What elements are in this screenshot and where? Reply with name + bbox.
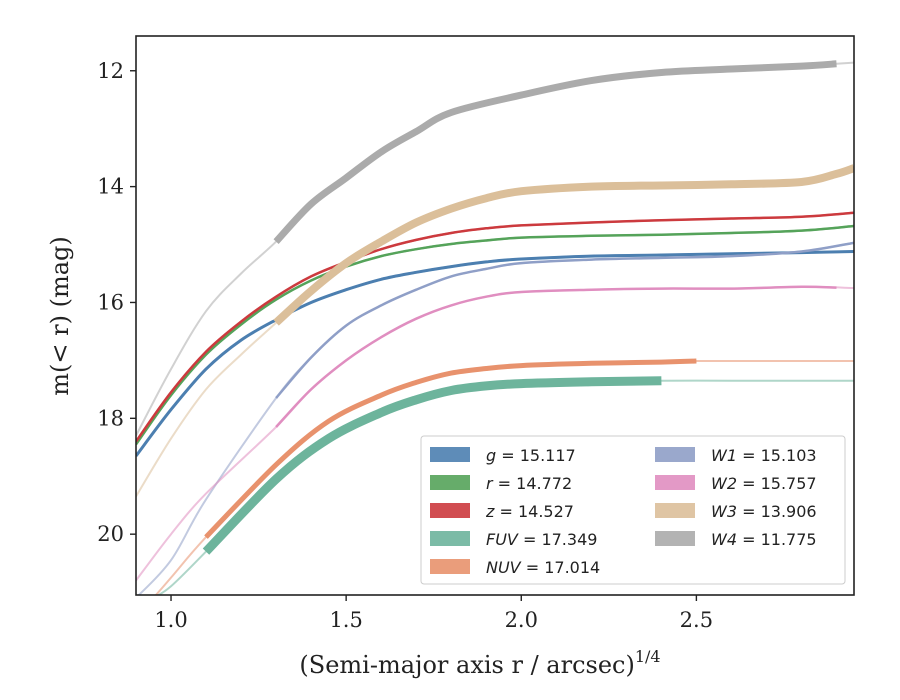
legend-symbol: W4 (711, 530, 737, 549)
series-line (136, 224, 854, 446)
series-line (275, 241, 854, 399)
series-fuv (156, 376, 854, 595)
legend-label-w1: W1 = 15.103 (711, 446, 817, 465)
legend-swatch-w2 (655, 475, 695, 490)
x-tick-label: 1.5 (329, 608, 362, 632)
legend-label-w2: W2 = 15.757 (711, 474, 817, 493)
legend-value: = 14.772 (493, 474, 573, 493)
x-axis-label-exponent: 1/4 (635, 647, 661, 666)
series-g (136, 250, 854, 457)
y-axis-label: m(< r) (mag) (46, 236, 74, 395)
x-tick-label: 1.0 (154, 608, 187, 632)
series-layer (136, 60, 854, 595)
y-tick-label: 16 (97, 290, 124, 314)
legend-swatch-z (430, 503, 470, 518)
y-tick-label: 18 (97, 406, 124, 430)
series-w4 (136, 60, 854, 437)
y-tick-label: 20 (97, 522, 124, 546)
legend-symbol: W1 (711, 446, 737, 465)
legend-value: = 11.775 (737, 530, 817, 549)
legend-symbol: NUV (486, 558, 522, 577)
legend-symbol: z (485, 502, 495, 521)
series-w1 (137, 241, 854, 595)
legend-value: = 17.014 (521, 558, 601, 577)
legend-value: = 15.757 (737, 474, 817, 493)
x-tick-label: 2.0 (505, 608, 538, 632)
legend-symbol: W2 (711, 474, 737, 493)
series-line (273, 60, 837, 244)
legend-label-z: z = 14.527 (485, 502, 574, 521)
legend-swatch-w1 (655, 447, 695, 462)
legend-box (420, 435, 846, 585)
legend-swatch-nuv (430, 559, 470, 574)
legend-symbol: FUV (486, 530, 519, 549)
legend-label-nuv: NUV = 17.014 (486, 558, 600, 577)
x-axis: 1.0 1.5 2.0 2.5 (154, 595, 713, 632)
series-line (273, 164, 854, 326)
series-r (136, 224, 854, 446)
y-axis: 12 14 16 18 20 (97, 59, 136, 546)
legend-symbol: g (486, 446, 496, 465)
series-line (136, 250, 854, 457)
plot-frame (135, 35, 855, 596)
legend-label-w4: W4 = 11.775 (711, 530, 817, 549)
legend-swatch-fuv (430, 531, 470, 546)
series-w3 (136, 164, 854, 498)
legend-value: = 15.117 (496, 446, 576, 465)
legend-label-fuv: FUV = 17.349 (486, 530, 597, 549)
legend-symbol: r (486, 474, 494, 493)
legend-swatch-w3 (655, 503, 695, 518)
legend-value: = 13.906 (737, 502, 817, 521)
series-line (275, 285, 837, 428)
series-z (136, 211, 854, 443)
legend-label-g: g = 15.117 (486, 446, 576, 465)
legend-swatch-g (430, 447, 470, 462)
legend-value: = 15.103 (737, 446, 817, 465)
y-tick-label: 14 (97, 175, 124, 199)
x-axis-label: (Semi-major axis r / arcsec)1/4 (299, 647, 660, 679)
legend-label-w3: W3 = 13.906 (711, 502, 817, 521)
legend-swatch-w4 (655, 531, 695, 546)
series-nuv (154, 358, 854, 595)
legend-value: = 14.527 (494, 502, 574, 521)
x-tick-label: 2.5 (680, 608, 713, 632)
legend-label-r: r = 14.772 (486, 474, 572, 493)
legend-value: = 17.349 (518, 530, 598, 549)
legend-swatch-r (430, 475, 470, 490)
series-line (202, 376, 662, 555)
series-line (136, 211, 854, 443)
y-tick-label: 12 (97, 59, 124, 83)
legend-symbol: W3 (711, 502, 737, 521)
series-w2 (136, 285, 854, 582)
series-line (204, 358, 697, 539)
